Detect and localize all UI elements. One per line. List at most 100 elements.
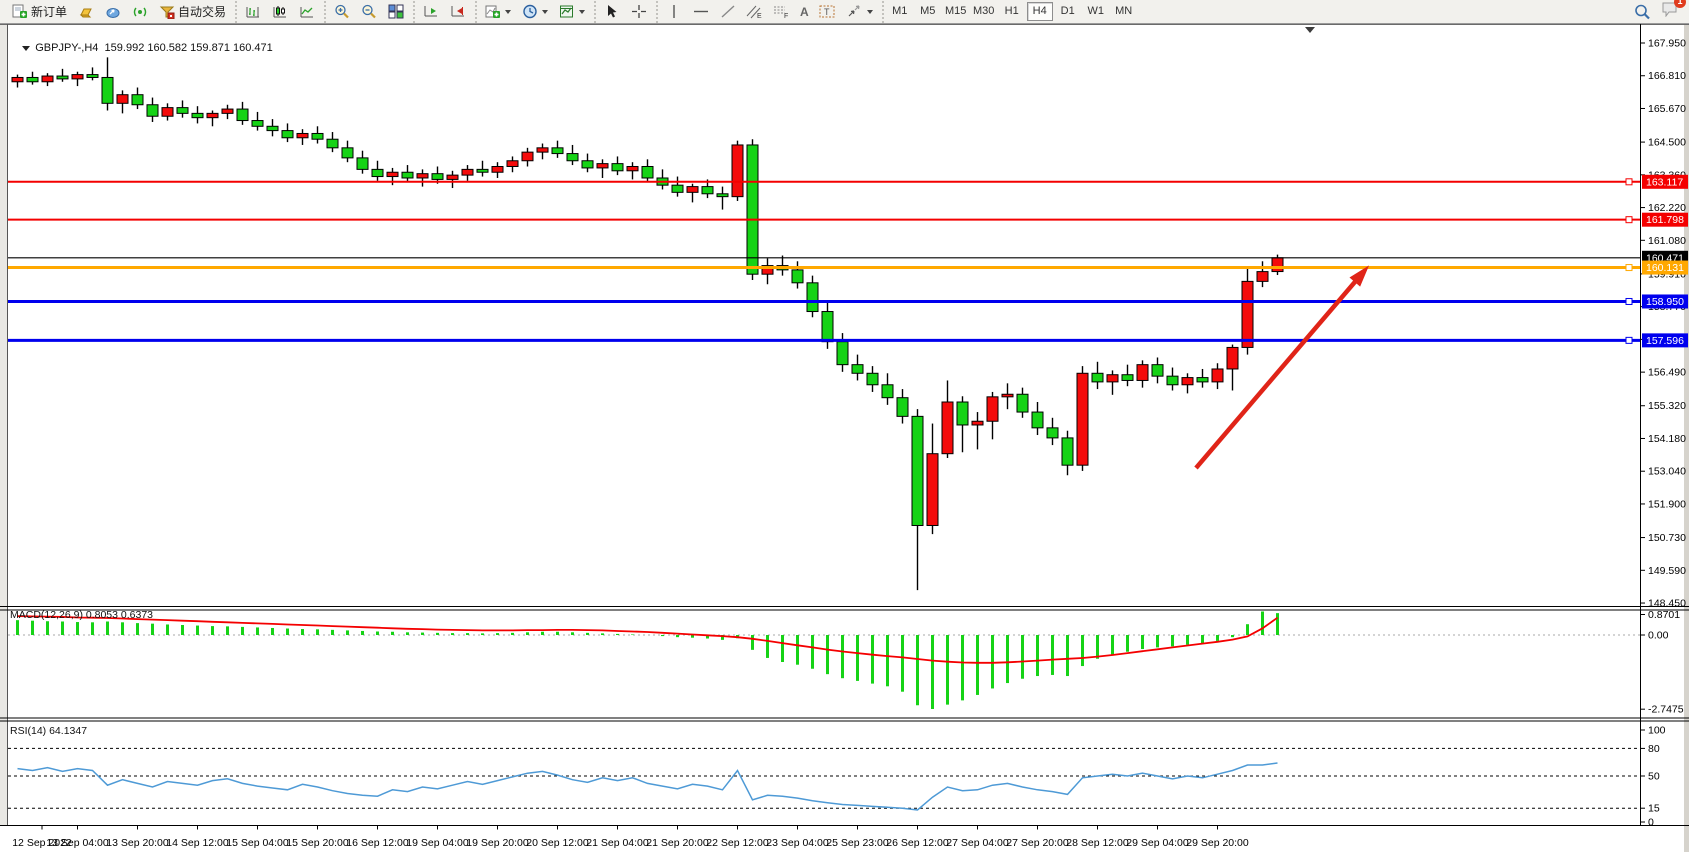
bar-chart-button[interactable] [240, 2, 265, 22]
macd-signal-line [17, 615, 1279, 664]
trend-arrow[interactable] [1194, 265, 1370, 470]
auto-scroll-button[interactable] [418, 2, 443, 22]
candle [251, 120, 264, 127]
hline-163.117[interactable] [8, 178, 1640, 186]
chart-shift-button[interactable] [445, 2, 470, 22]
candle [491, 165, 504, 173]
hline-158.950[interactable] [8, 297, 1640, 305]
candle [1136, 364, 1149, 381]
timeframe-button-mn[interactable]: MN [1111, 2, 1137, 21]
candle [821, 311, 834, 343]
candle [116, 94, 129, 104]
time-label: 20 Sep 12:00 [526, 837, 589, 849]
signal-icon [131, 4, 148, 20]
gold-bar-icon [77, 4, 94, 20]
time-label: 13 Sep 04:00 [46, 837, 109, 849]
line-chart-button[interactable] [294, 2, 319, 22]
crosshair-icon [630, 4, 647, 20]
channel-glyph: E [757, 13, 762, 19]
indicators-button[interactable] [480, 2, 515, 22]
toolbar-right: 1 [1634, 0, 1686, 22]
time-label: 14 Sep 12:00 [166, 837, 229, 849]
candle [1016, 393, 1029, 413]
candle [881, 384, 894, 399]
candle [1046, 427, 1059, 439]
candle [551, 147, 564, 155]
arrows-icon [846, 4, 863, 20]
svg-text:151.900: 151.900 [1648, 498, 1686, 510]
chart-window[interactable]: 167.950166.810165.670164.500163.360162.2… [0, 24, 1689, 852]
search-icon[interactable] [1634, 4, 1651, 20]
candle [926, 453, 939, 526]
candle [791, 269, 804, 284]
hline-157.596[interactable] [8, 336, 1640, 344]
macd-histogram [16, 611, 1279, 709]
toolbar-group-objects: E F A T [656, 0, 880, 23]
periods-caret-icon [542, 9, 549, 14]
chart-canvas[interactable]: 167.950166.810165.670164.500163.360162.2… [0, 24, 1689, 852]
time-label: 16 Sep 12:00 [346, 837, 409, 849]
templates-caret-icon [579, 9, 586, 14]
candle [356, 157, 369, 170]
notifications-button[interactable]: 1 [1661, 0, 1686, 22]
time-label: 19 Sep 04:00 [406, 837, 469, 849]
periods-button[interactable] [517, 2, 552, 22]
candle [476, 168, 489, 173]
new-order-button[interactable]: 新订单 [7, 2, 71, 22]
arrows-caret-icon [866, 9, 873, 14]
candle [1061, 437, 1074, 466]
text-button[interactable]: A [796, 2, 813, 22]
timeframe-button-h4[interactable]: H4 [1026, 2, 1053, 21]
candle [1256, 271, 1269, 282]
toolbar: 新订单 自动交易 [0, 0, 1689, 24]
price-label-163.117: 163.117 [1642, 174, 1688, 189]
text-label-button[interactable]: T [815, 2, 840, 22]
candle [896, 397, 909, 417]
rsi-line [17, 762, 1278, 811]
candle [221, 108, 234, 114]
fibonacci-icon: F [773, 4, 790, 20]
candle [1211, 368, 1224, 383]
community-button[interactable] [100, 2, 125, 22]
equidistant-channel-icon: E [746, 4, 763, 20]
templates-button[interactable] [554, 2, 589, 22]
candle [1106, 374, 1119, 383]
timeframe-button-m15[interactable]: M15 [943, 2, 969, 21]
symbol-dropdown-icon[interactable] [22, 46, 31, 51]
timeframe-button-m30[interactable]: M30 [971, 2, 997, 21]
timeframe-button-m1[interactable]: M1 [887, 2, 913, 21]
candle [41, 75, 54, 83]
svg-text:157.596: 157.596 [1646, 335, 1684, 347]
trendline-button[interactable] [715, 2, 740, 22]
zoom-in-button[interactable] [329, 2, 354, 22]
candle [131, 94, 144, 106]
candle [611, 163, 624, 172]
timeframe-button-d1[interactable]: D1 [1055, 2, 1081, 21]
signals-button[interactable] [127, 2, 152, 22]
zoom-out-button[interactable] [356, 2, 381, 22]
horizontal-line-button[interactable] [688, 2, 713, 22]
zoom-out-icon [360, 4, 377, 20]
gold-button[interactable] [73, 2, 98, 22]
fibonacci-button[interactable]: F [769, 2, 794, 22]
candle [1196, 377, 1209, 383]
new-order-label: 新订单 [31, 5, 68, 19]
timeframe-button-m5[interactable]: M5 [915, 2, 941, 21]
crosshair-button[interactable] [626, 2, 651, 22]
candle [1031, 411, 1044, 429]
auto-trading-button[interactable]: 自动交易 [154, 2, 230, 22]
arrows-button[interactable] [842, 2, 877, 22]
clock-icon [521, 4, 538, 20]
tile-windows-button[interactable] [383, 2, 408, 22]
equidistant-channel-button[interactable]: E [742, 2, 767, 22]
timeframe-group: M1 M5 M15 M30 H1 H4 D1 W1 MN [881, 0, 1140, 23]
cloud-icon [104, 4, 121, 20]
candlestick-chart-button[interactable] [267, 2, 292, 22]
hline-161.798[interactable] [8, 216, 1640, 224]
timeframe-button-h1[interactable]: H1 [999, 2, 1025, 21]
time-label: 22 Sep 12:00 [706, 837, 769, 849]
cursor-button[interactable] [599, 2, 624, 22]
timeframe-button-w1[interactable]: W1 [1083, 2, 1109, 21]
candle [716, 193, 729, 198]
vertical-line-button[interactable] [661, 2, 686, 22]
